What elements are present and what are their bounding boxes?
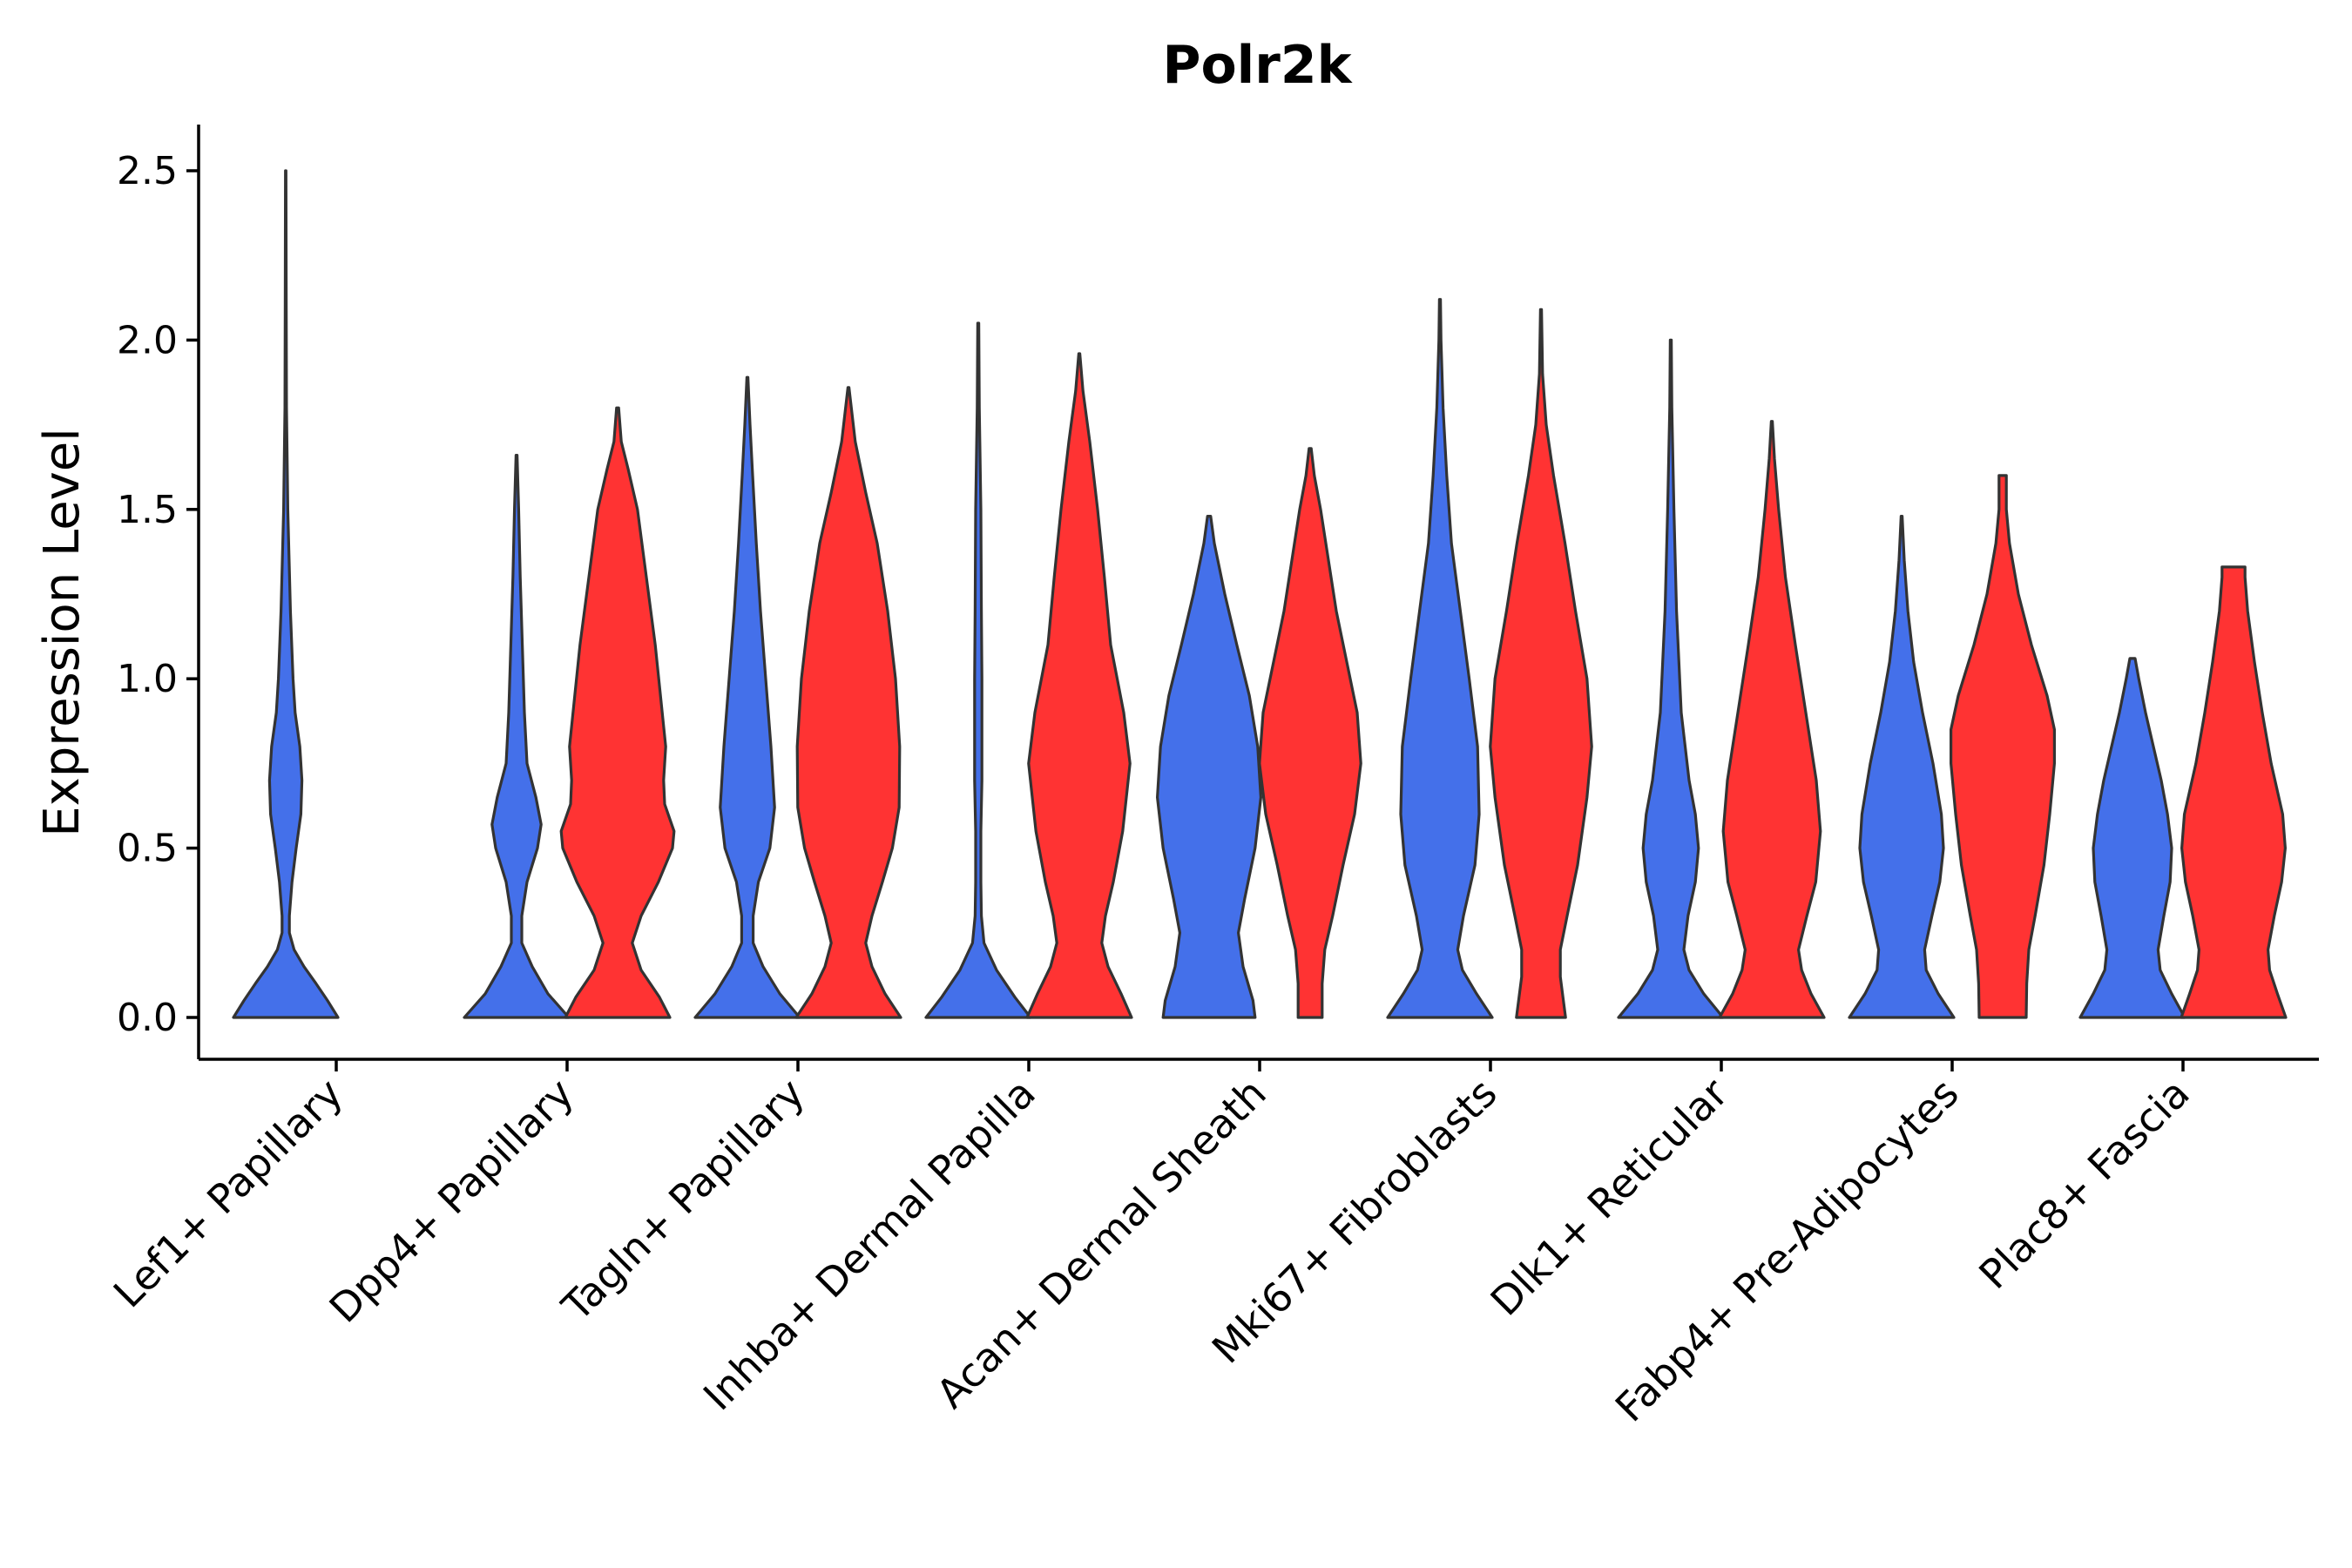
violin-blue xyxy=(2078,657,2186,1019)
violin-blue xyxy=(693,375,801,1019)
x-tick-label: Plac8+ Fascia xyxy=(1970,1070,2198,1298)
violin-red xyxy=(794,386,902,1019)
x-tick-label: Dpp4+ Papillary xyxy=(321,1070,583,1332)
violin-red xyxy=(559,406,676,1019)
violin-blue xyxy=(463,454,571,1019)
y-tick-label: 2.0 xyxy=(117,318,178,362)
violin-red xyxy=(1025,352,1133,1019)
violin-red xyxy=(1258,447,1362,1019)
chart-title: Polr2k xyxy=(1162,35,1353,96)
violin-red xyxy=(2180,565,2288,1019)
y-tick-label: 1.5 xyxy=(117,488,178,532)
y-axis-label: Expression Level xyxy=(34,428,91,837)
violin-blue xyxy=(232,169,340,1019)
y-tick-label: 0.0 xyxy=(117,996,178,1040)
y-tick-label: 2.5 xyxy=(117,149,178,193)
x-tick-label: Tagln+ Papillary xyxy=(552,1070,814,1331)
violin-blue xyxy=(1156,515,1262,1019)
x-tick-label: Lef1+ Papillary xyxy=(105,1070,352,1317)
x-tick-label: Dlk1+ Reticular xyxy=(1482,1070,1737,1325)
y-tick-label: 1.0 xyxy=(117,657,178,701)
violins-group xyxy=(232,169,2288,1019)
y-tick-label: 0.5 xyxy=(117,827,178,871)
violin-red xyxy=(1718,420,1826,1019)
violin-red xyxy=(1950,474,2056,1019)
y-ticks-group: 0.0 0.5 1.0 1.5 2.0 2.5 xyxy=(117,149,199,1040)
violin-blue xyxy=(1386,298,1494,1019)
violin-blue xyxy=(924,321,1032,1019)
violin-red xyxy=(1489,308,1593,1019)
violin-blue xyxy=(1617,338,1725,1019)
violin-blue xyxy=(1848,515,1956,1019)
